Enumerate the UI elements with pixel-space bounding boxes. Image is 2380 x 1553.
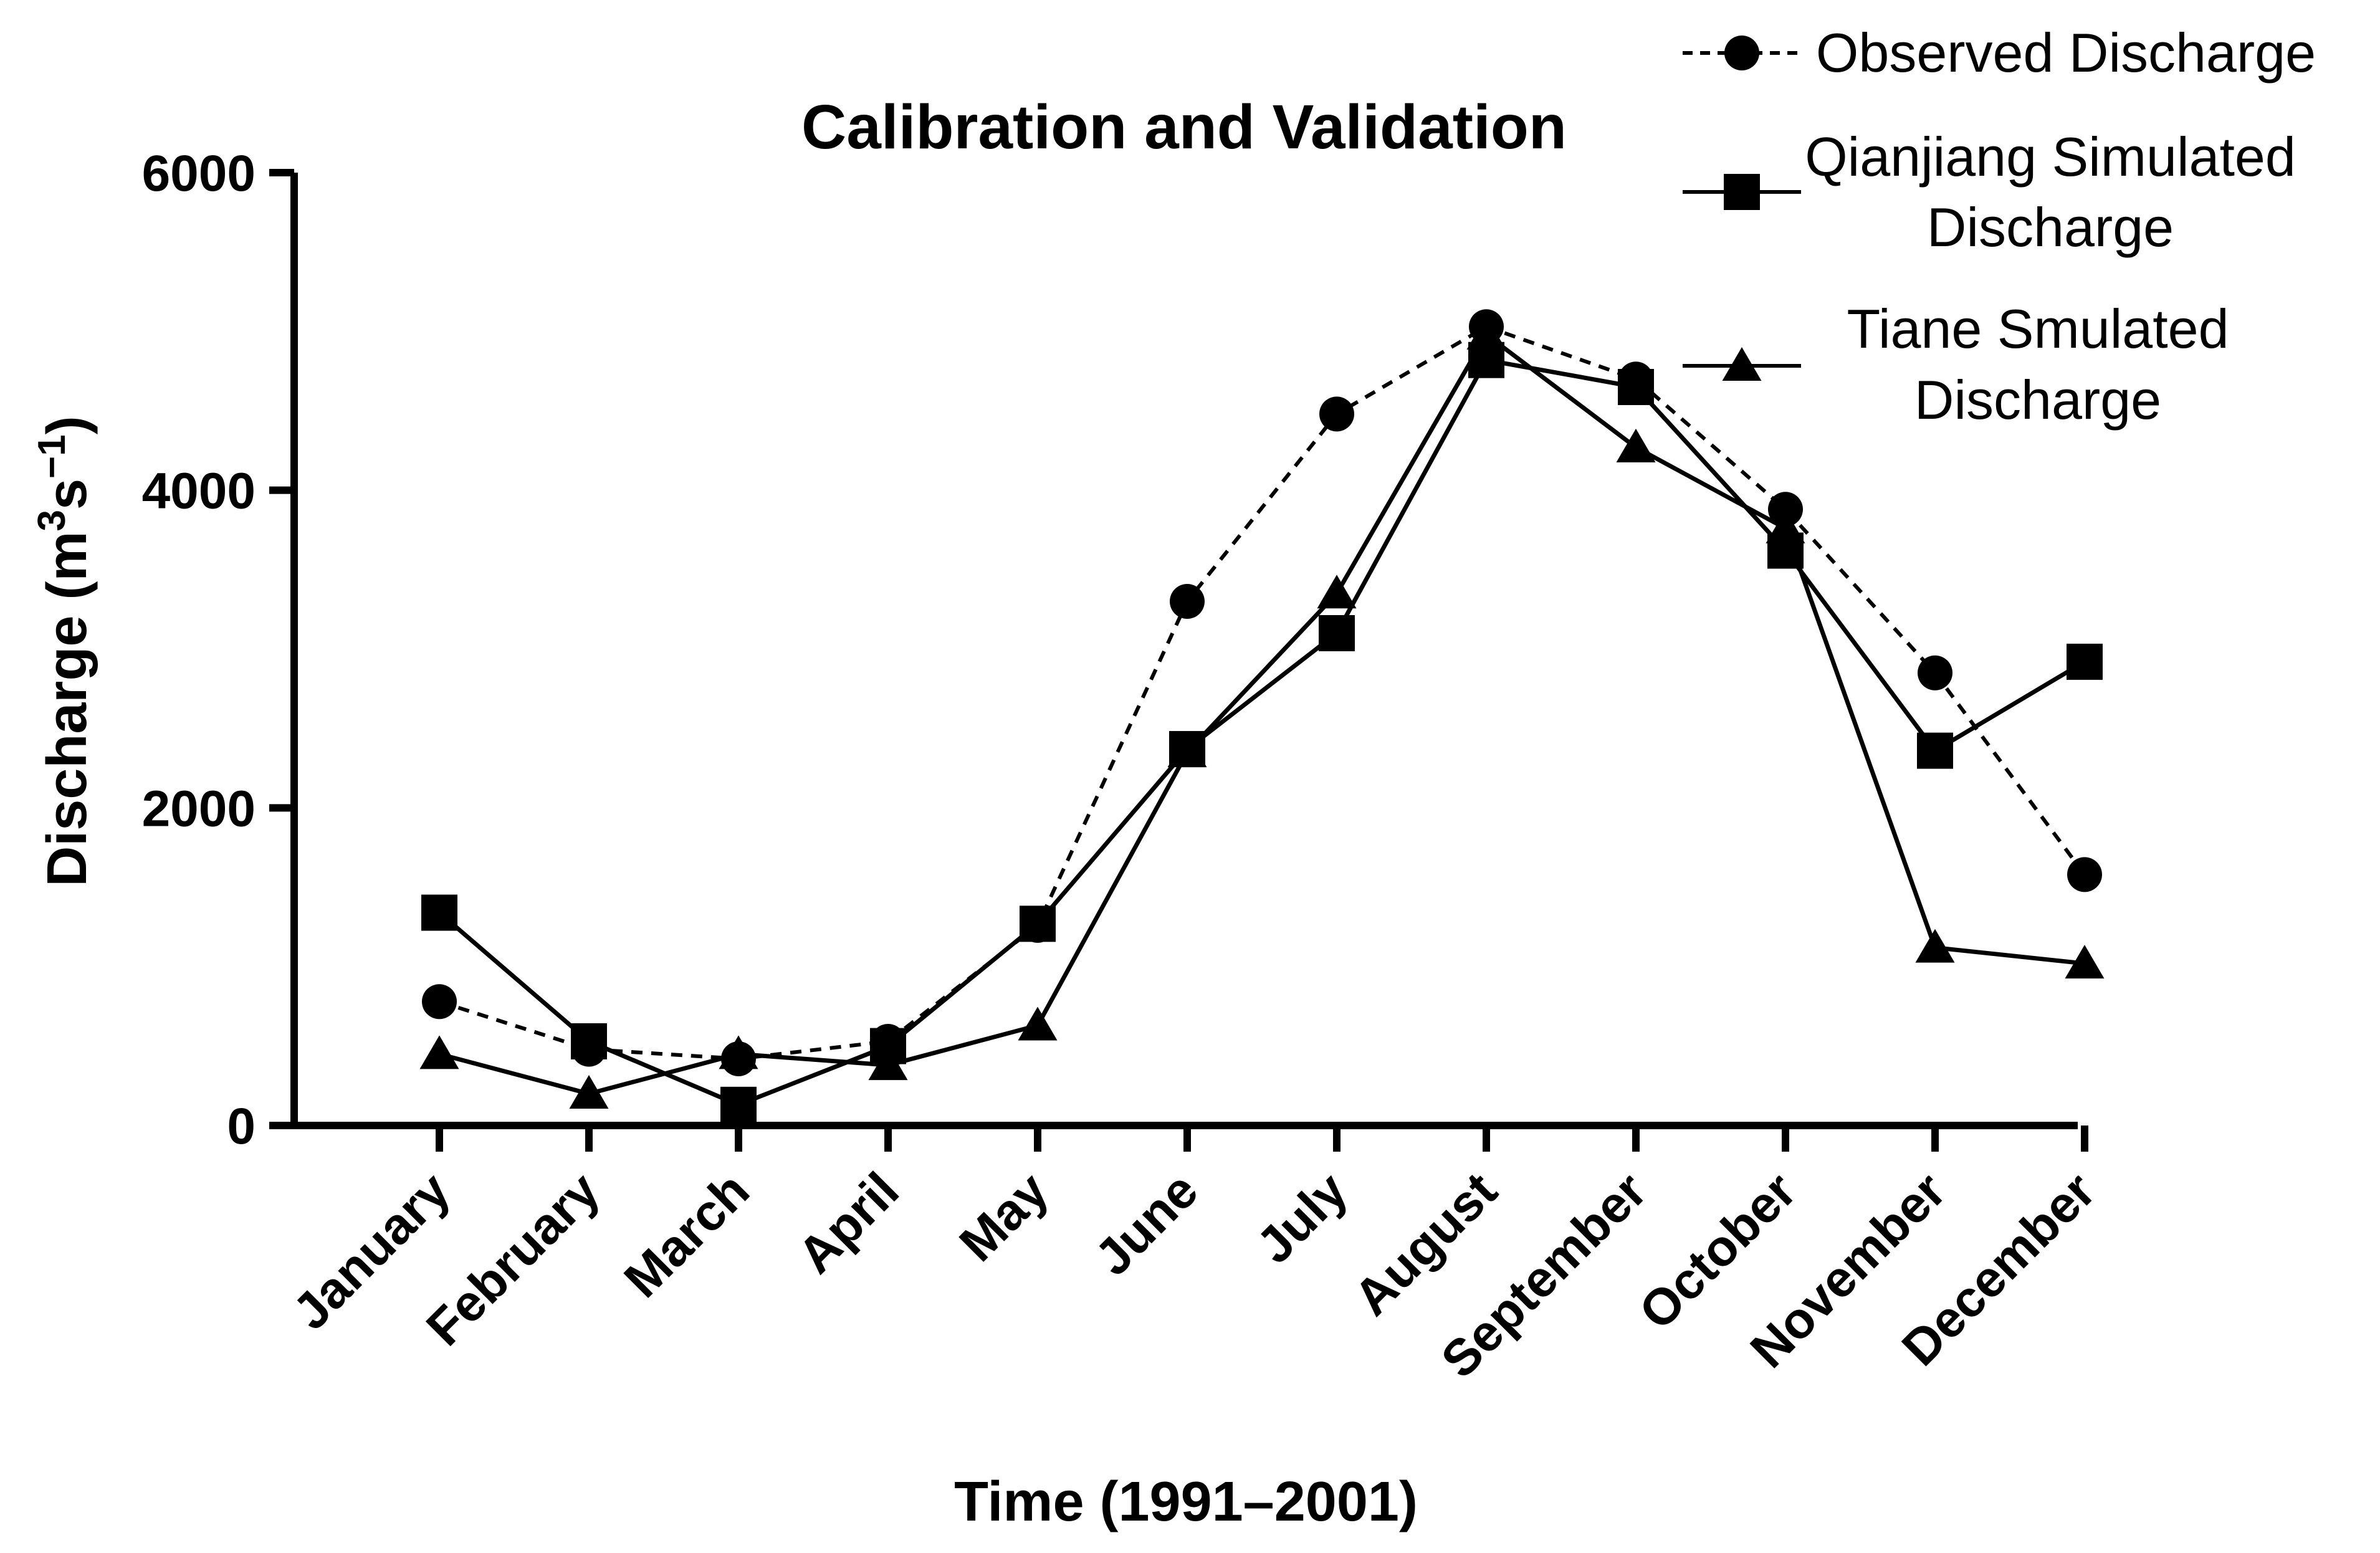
data-point-circle — [1618, 361, 1653, 397]
data-point-square — [1917, 732, 1953, 769]
data-point-triangle — [569, 1075, 609, 1109]
y-axis-title: Discharge (m3s−1) — [31, 416, 99, 886]
data-point-circle — [1768, 492, 1803, 527]
data-point-circle — [871, 1023, 906, 1059]
legend-marker-square — [1724, 174, 1760, 210]
data-point-circle — [1020, 907, 1055, 943]
legend-label: Discharge — [1927, 196, 2174, 258]
series-line-tiane-smulated-discharge — [439, 331, 2085, 1096]
data-point-circle — [1170, 584, 1205, 619]
legend-item-observed-discharge: Observed Discharge — [1683, 22, 2316, 84]
series-line-observed-discharge — [439, 324, 2086, 1061]
data-point-triangle — [1317, 575, 1357, 609]
data-point-triangle — [1915, 929, 1955, 963]
y-tick-label: 0 — [227, 1098, 256, 1155]
x-tick-label: April — [787, 1162, 909, 1284]
x-axis-title: Time (1991–2001) — [954, 1471, 1418, 1533]
legend-label: Discharge — [1914, 369, 2161, 431]
legend-item-tiane-smulated-discharge: Tiane Smulated Discharge — [1683, 298, 2229, 431]
data-point-circle — [721, 1041, 756, 1076]
legend-label: Observed Discharge — [1816, 22, 2316, 84]
data-point-circle — [571, 1031, 606, 1067]
data-point-circle — [2067, 857, 2102, 892]
data-point-square — [1468, 342, 1504, 378]
series-qianjiang-simulated-discharge — [421, 342, 2103, 1123]
series-line-qianjiang-simulated-discharge — [437, 357, 2086, 1107]
series-layer — [419, 309, 2105, 1123]
legend-label: Qianjiang Simulated — [1805, 126, 2296, 188]
x-tick-label: June — [1084, 1162, 1209, 1286]
data-point-circle — [422, 984, 457, 1020]
legend-marker-circle — [1724, 36, 1759, 70]
x-tick-label: July — [1246, 1162, 1359, 1274]
y-axis-title-part: s — [36, 479, 98, 510]
y-axis-title-superscript: 3 — [31, 510, 74, 531]
data-point-square — [1767, 532, 1804, 569]
legend-item-qianjiang-simulated-discharge: Qianjiang Simulated Discharge — [1683, 126, 2296, 258]
legend: Observed Discharge Qianjiang Simulated Dis… — [1683, 22, 2316, 431]
data-point-square — [2067, 643, 2103, 680]
legend-label: Tiane Smulated — [1847, 298, 2229, 360]
chart-title: Calibration and Validation — [801, 92, 1567, 162]
data-point-triangle — [2065, 945, 2105, 979]
y-tick-label: 6000 — [142, 145, 256, 202]
data-point-triangle — [1018, 1006, 1058, 1041]
y-ticks: 0 2000 4000 6000 — [142, 145, 294, 1155]
series-observed-discharge — [422, 309, 2102, 1076]
data-point-square — [421, 894, 457, 931]
data-point-circle — [1469, 309, 1504, 345]
data-point-triangle — [419, 1035, 459, 1069]
y-tick-label: 2000 — [142, 780, 256, 837]
data-point-circle — [1319, 396, 1354, 432]
axes — [290, 173, 2078, 1129]
data-point-square — [720, 1086, 757, 1123]
x-tick-label: March — [614, 1162, 760, 1308]
data-point-square — [1319, 615, 1355, 652]
y-axis-title-superscript: −1 — [31, 434, 74, 479]
y-tick-label: 4000 — [142, 463, 256, 520]
data-point-square — [1169, 731, 1205, 768]
data-point-triangle — [1616, 428, 1656, 462]
data-point-circle — [1918, 655, 1952, 690]
series-tiane-smulated-discharge — [419, 315, 2105, 1109]
x-tick-label: May — [949, 1162, 1059, 1272]
y-axis-title-part: ) — [36, 416, 98, 434]
legend-marker-triangle — [1722, 347, 1762, 381]
y-axis-title-part: Discharge (m — [36, 532, 98, 887]
